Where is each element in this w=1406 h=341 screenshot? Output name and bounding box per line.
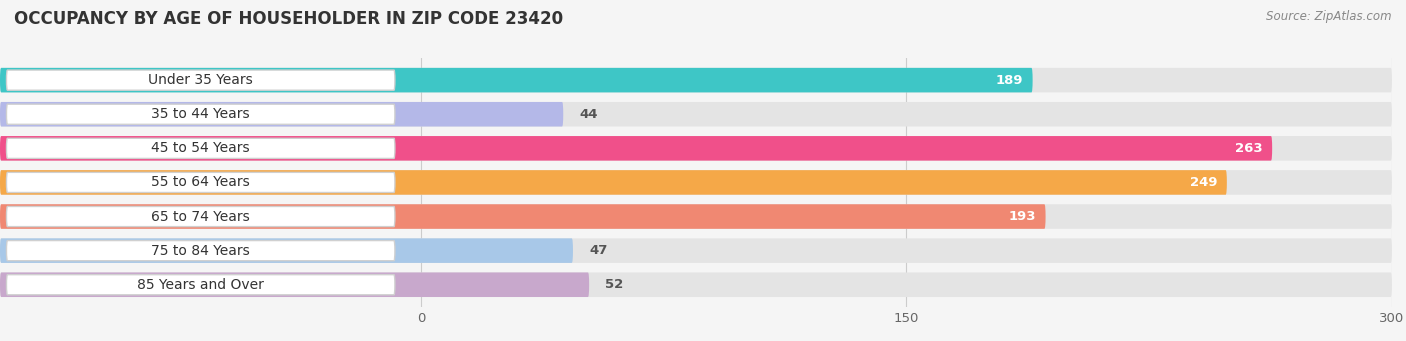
FancyBboxPatch shape: [0, 170, 1392, 195]
Text: 35 to 44 Years: 35 to 44 Years: [152, 107, 250, 121]
FancyBboxPatch shape: [0, 238, 574, 263]
Text: 47: 47: [589, 244, 607, 257]
FancyBboxPatch shape: [7, 206, 395, 227]
FancyBboxPatch shape: [7, 275, 395, 295]
Text: 55 to 64 Years: 55 to 64 Years: [152, 175, 250, 190]
Text: 85 Years and Over: 85 Years and Over: [138, 278, 264, 292]
FancyBboxPatch shape: [0, 238, 1392, 263]
FancyBboxPatch shape: [0, 136, 1392, 161]
FancyBboxPatch shape: [7, 104, 395, 124]
Text: 45 to 54 Years: 45 to 54 Years: [152, 141, 250, 155]
Text: 52: 52: [606, 278, 624, 291]
FancyBboxPatch shape: [0, 68, 1392, 92]
FancyBboxPatch shape: [7, 70, 395, 90]
FancyBboxPatch shape: [7, 172, 395, 193]
Text: 249: 249: [1189, 176, 1218, 189]
FancyBboxPatch shape: [0, 102, 1392, 127]
Text: Source: ZipAtlas.com: Source: ZipAtlas.com: [1267, 10, 1392, 23]
Text: Under 35 Years: Under 35 Years: [148, 73, 253, 87]
Text: 263: 263: [1234, 142, 1263, 155]
Text: 75 to 84 Years: 75 to 84 Years: [152, 243, 250, 258]
FancyBboxPatch shape: [0, 272, 1392, 297]
Text: 189: 189: [995, 74, 1024, 87]
Text: 44: 44: [579, 108, 598, 121]
FancyBboxPatch shape: [0, 102, 564, 127]
FancyBboxPatch shape: [0, 204, 1392, 229]
FancyBboxPatch shape: [0, 68, 1032, 92]
Text: 193: 193: [1008, 210, 1036, 223]
FancyBboxPatch shape: [0, 272, 589, 297]
FancyBboxPatch shape: [0, 136, 1272, 161]
FancyBboxPatch shape: [7, 240, 395, 261]
Text: 65 to 74 Years: 65 to 74 Years: [152, 209, 250, 224]
Text: OCCUPANCY BY AGE OF HOUSEHOLDER IN ZIP CODE 23420: OCCUPANCY BY AGE OF HOUSEHOLDER IN ZIP C…: [14, 10, 564, 28]
FancyBboxPatch shape: [0, 204, 1046, 229]
FancyBboxPatch shape: [7, 138, 395, 159]
FancyBboxPatch shape: [0, 170, 1227, 195]
